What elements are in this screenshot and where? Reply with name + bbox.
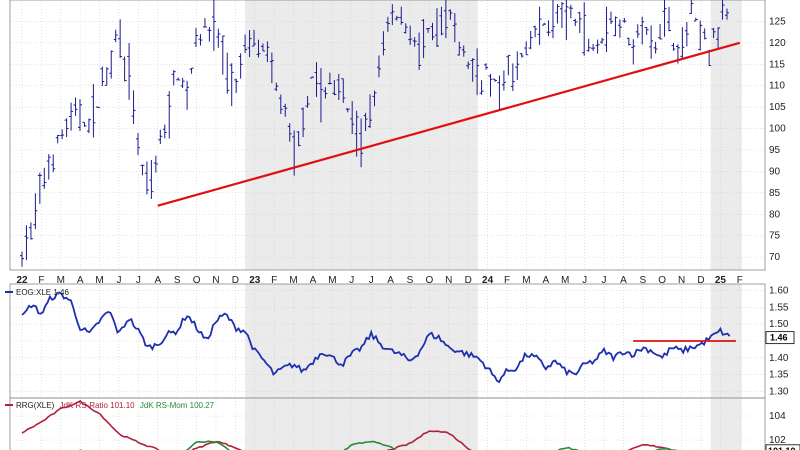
x-tick-label: J xyxy=(117,275,122,286)
rrg-panel: 102 104 101.10 xyxy=(9,397,800,450)
panel-frame xyxy=(9,397,766,450)
x-tick-label: 22 xyxy=(16,275,28,286)
y-tick-label: 120 xyxy=(769,38,786,49)
ratio-legend: EOG:XLE 1.46 xyxy=(5,288,69,297)
x-tick-label: N xyxy=(212,275,219,286)
x-tick-label: J xyxy=(582,275,587,286)
x-tick-label: J xyxy=(369,275,374,286)
panel-frame xyxy=(9,0,766,271)
support-trendline xyxy=(157,41,741,207)
x-tick-label: O xyxy=(658,275,666,286)
x-tick-label: F xyxy=(504,275,510,286)
y-tick-label: 1.50 xyxy=(769,319,789,330)
y-tick-label: 95 xyxy=(769,145,781,156)
rrg-last-value-label: 101.10 xyxy=(768,446,796,450)
ratio-last-value-label: 1.46 xyxy=(770,333,788,343)
year-shade-band xyxy=(245,398,478,450)
x-tick-label: 24 xyxy=(482,275,494,286)
y-tick-label: 75 xyxy=(769,231,781,242)
y-tick-label: 1.55 xyxy=(769,302,789,313)
ratio-legend-label: EOG:XLE 1.46 xyxy=(16,288,69,297)
rrg-legend-text: RRG(XLE) JdK RS-Ratio 101.10 JdK RS-Mom … xyxy=(16,401,215,410)
x-tick-label: D xyxy=(465,275,472,286)
x-tick-label: F xyxy=(737,275,743,286)
y-tick-label: 90 xyxy=(769,166,781,177)
x-tick-label: A xyxy=(542,275,549,286)
y-tick-label: 1.60 xyxy=(769,286,789,297)
x-tick-label: F xyxy=(38,275,44,286)
x-tick-label: A xyxy=(620,275,627,286)
y-tick-label: 1.40 xyxy=(769,353,789,364)
y-tick-label: 70 xyxy=(769,252,781,263)
x-tick-label: S xyxy=(174,275,181,286)
ratio-panel: 1.301.351.401.451.501.551.601.46 xyxy=(9,283,795,399)
x-tick-label: 23 xyxy=(249,275,261,286)
rrg-legend: RRG(XLE) JdK RS-Ratio 101.10 JdK RS-Mom … xyxy=(5,401,215,410)
x-tick-label: D xyxy=(232,275,239,286)
x-tick-label: M xyxy=(57,275,65,286)
x-tick-label: J xyxy=(349,275,354,286)
ratio-last-value-box xyxy=(765,331,795,345)
x-tick-label: J xyxy=(602,275,607,286)
y-tick-label: 80 xyxy=(769,209,781,220)
y-tick-label: 115 xyxy=(769,59,785,70)
ratio-line xyxy=(21,291,731,384)
year-shade-band xyxy=(710,0,742,270)
y-tick-label: 110 xyxy=(769,81,785,92)
y-tick-label: 105 xyxy=(769,102,786,113)
x-tick-label: D xyxy=(697,275,704,286)
x-tick-label: N xyxy=(678,275,685,286)
x-tick-label: M xyxy=(522,275,530,286)
x-tick-label: 25 xyxy=(715,275,727,286)
rs-momentum-line xyxy=(79,440,678,450)
year-shade-band xyxy=(710,398,742,450)
x-tick-label: S xyxy=(639,275,646,286)
x-tick-label: A xyxy=(310,275,317,286)
y-tick-label: 1.35 xyxy=(769,370,789,381)
ohlc-bars xyxy=(20,0,729,267)
y-tick-label: 125 xyxy=(769,16,786,27)
rs-ratio-line xyxy=(21,400,675,450)
x-tick-label: O xyxy=(426,275,434,286)
x-tick-label: O xyxy=(193,275,201,286)
y-tick-label: 102 xyxy=(769,435,786,446)
rrg-legend-momentum: JdK RS-Mom 100.27 xyxy=(140,401,215,410)
x-tick-label: A xyxy=(154,275,161,286)
x-tick-label: M xyxy=(95,275,103,286)
x-tick-label: F xyxy=(271,275,277,286)
y-tick-label: 1.30 xyxy=(769,386,789,397)
x-tick-label: A xyxy=(387,275,394,286)
y-tick-label: 85 xyxy=(769,188,781,199)
x-tick-label: M xyxy=(561,275,569,286)
y-tick-label: 104 xyxy=(769,411,786,422)
y-tick-label: 100 xyxy=(769,124,786,135)
rrg-legend-title: RRG(XLE) xyxy=(16,401,55,410)
x-tick-label: M xyxy=(289,275,297,286)
x-tick-label: J xyxy=(136,275,141,286)
x-tick-label: A xyxy=(77,275,84,286)
x-tick-label: S xyxy=(407,275,414,286)
rrg-legend-ratio: JdK RS-Ratio 101.10 xyxy=(59,401,135,410)
rrg-last-value-box xyxy=(765,444,800,450)
x-tick-label: N xyxy=(445,275,452,286)
x-tick-label: M xyxy=(328,275,336,286)
